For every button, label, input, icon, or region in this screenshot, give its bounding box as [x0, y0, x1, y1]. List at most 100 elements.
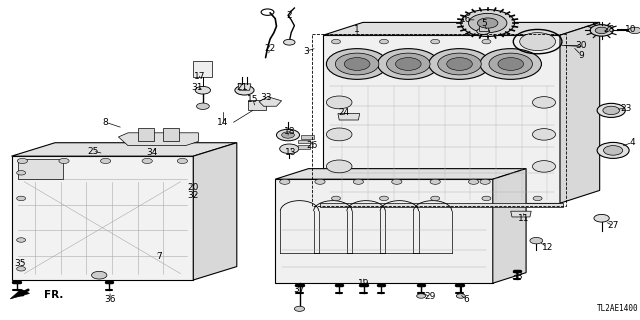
Text: 18: 18	[284, 127, 295, 136]
Circle shape	[335, 53, 379, 75]
Text: 21: 21	[236, 83, 248, 92]
Circle shape	[447, 58, 472, 70]
Circle shape	[100, 158, 111, 164]
Polygon shape	[493, 169, 526, 283]
Circle shape	[195, 86, 211, 94]
Circle shape	[431, 39, 440, 44]
Text: 12: 12	[541, 243, 553, 252]
Circle shape	[597, 142, 629, 158]
Polygon shape	[338, 114, 360, 120]
Polygon shape	[511, 211, 531, 217]
Circle shape	[590, 25, 613, 36]
Circle shape	[417, 294, 426, 298]
Circle shape	[378, 49, 439, 79]
Text: 2: 2	[287, 11, 292, 20]
Polygon shape	[323, 35, 560, 203]
Circle shape	[489, 53, 532, 75]
Circle shape	[603, 106, 620, 115]
Text: 5: 5	[481, 20, 486, 28]
Circle shape	[344, 58, 370, 70]
Circle shape	[438, 53, 481, 75]
Circle shape	[628, 27, 640, 34]
Text: 6: 6	[463, 295, 468, 304]
Text: 30: 30	[575, 41, 587, 50]
Text: 26: 26	[307, 141, 318, 150]
Circle shape	[477, 28, 490, 35]
Polygon shape	[298, 140, 310, 143]
Text: 35: 35	[15, 260, 26, 268]
Polygon shape	[118, 133, 198, 146]
Circle shape	[326, 160, 352, 173]
Circle shape	[282, 132, 294, 138]
Circle shape	[280, 144, 299, 154]
Polygon shape	[18, 159, 63, 179]
Circle shape	[429, 49, 490, 79]
Text: 4: 4	[630, 138, 635, 147]
Text: 10: 10	[625, 25, 636, 34]
Text: 24: 24	[339, 108, 350, 117]
Circle shape	[468, 13, 507, 33]
Circle shape	[533, 39, 542, 44]
Circle shape	[17, 267, 26, 271]
Text: 13: 13	[285, 148, 297, 157]
Text: 29: 29	[424, 292, 436, 301]
Polygon shape	[560, 22, 600, 203]
Circle shape	[380, 39, 388, 44]
Circle shape	[59, 158, 69, 164]
Circle shape	[315, 179, 325, 184]
Circle shape	[326, 96, 352, 109]
Circle shape	[532, 97, 556, 108]
Circle shape	[468, 179, 479, 184]
Circle shape	[196, 103, 209, 109]
Circle shape	[498, 58, 524, 70]
Circle shape	[332, 196, 340, 201]
Text: 34: 34	[147, 148, 158, 157]
Circle shape	[276, 129, 300, 141]
Text: 20: 20	[188, 183, 199, 192]
Circle shape	[284, 39, 295, 45]
Polygon shape	[193, 61, 212, 77]
Text: 9: 9	[579, 51, 584, 60]
Circle shape	[597, 103, 625, 117]
Circle shape	[533, 196, 542, 201]
Circle shape	[532, 161, 556, 172]
Polygon shape	[301, 135, 314, 139]
Circle shape	[280, 179, 290, 184]
Circle shape	[177, 158, 188, 164]
Circle shape	[142, 158, 152, 164]
Circle shape	[430, 179, 440, 184]
Polygon shape	[275, 179, 493, 283]
Text: 25: 25	[87, 147, 99, 156]
Polygon shape	[193, 143, 237, 280]
Circle shape	[332, 39, 340, 44]
Circle shape	[380, 196, 388, 201]
Text: 7: 7	[156, 252, 161, 261]
Text: 36: 36	[104, 295, 116, 304]
Text: TL2AE1400: TL2AE1400	[597, 304, 639, 313]
Text: 15: 15	[247, 95, 259, 104]
Circle shape	[17, 238, 26, 242]
Text: 33: 33	[260, 93, 271, 102]
Circle shape	[604, 146, 623, 155]
Polygon shape	[12, 143, 237, 156]
Text: 16: 16	[460, 15, 472, 24]
Circle shape	[461, 10, 515, 36]
Text: 28: 28	[604, 25, 615, 34]
Circle shape	[480, 49, 541, 79]
Polygon shape	[298, 145, 310, 149]
Circle shape	[235, 85, 254, 95]
Polygon shape	[479, 26, 488, 31]
Text: 14: 14	[217, 118, 228, 127]
Circle shape	[482, 39, 491, 44]
Circle shape	[482, 196, 491, 201]
Polygon shape	[12, 156, 193, 280]
Text: 38: 38	[511, 272, 523, 281]
Text: 17: 17	[194, 72, 205, 81]
Circle shape	[480, 179, 490, 184]
Circle shape	[353, 179, 364, 184]
Circle shape	[392, 179, 402, 184]
Text: 11: 11	[518, 214, 529, 223]
Text: 22: 22	[264, 44, 276, 53]
Circle shape	[17, 158, 28, 164]
Text: 3: 3	[303, 47, 308, 56]
